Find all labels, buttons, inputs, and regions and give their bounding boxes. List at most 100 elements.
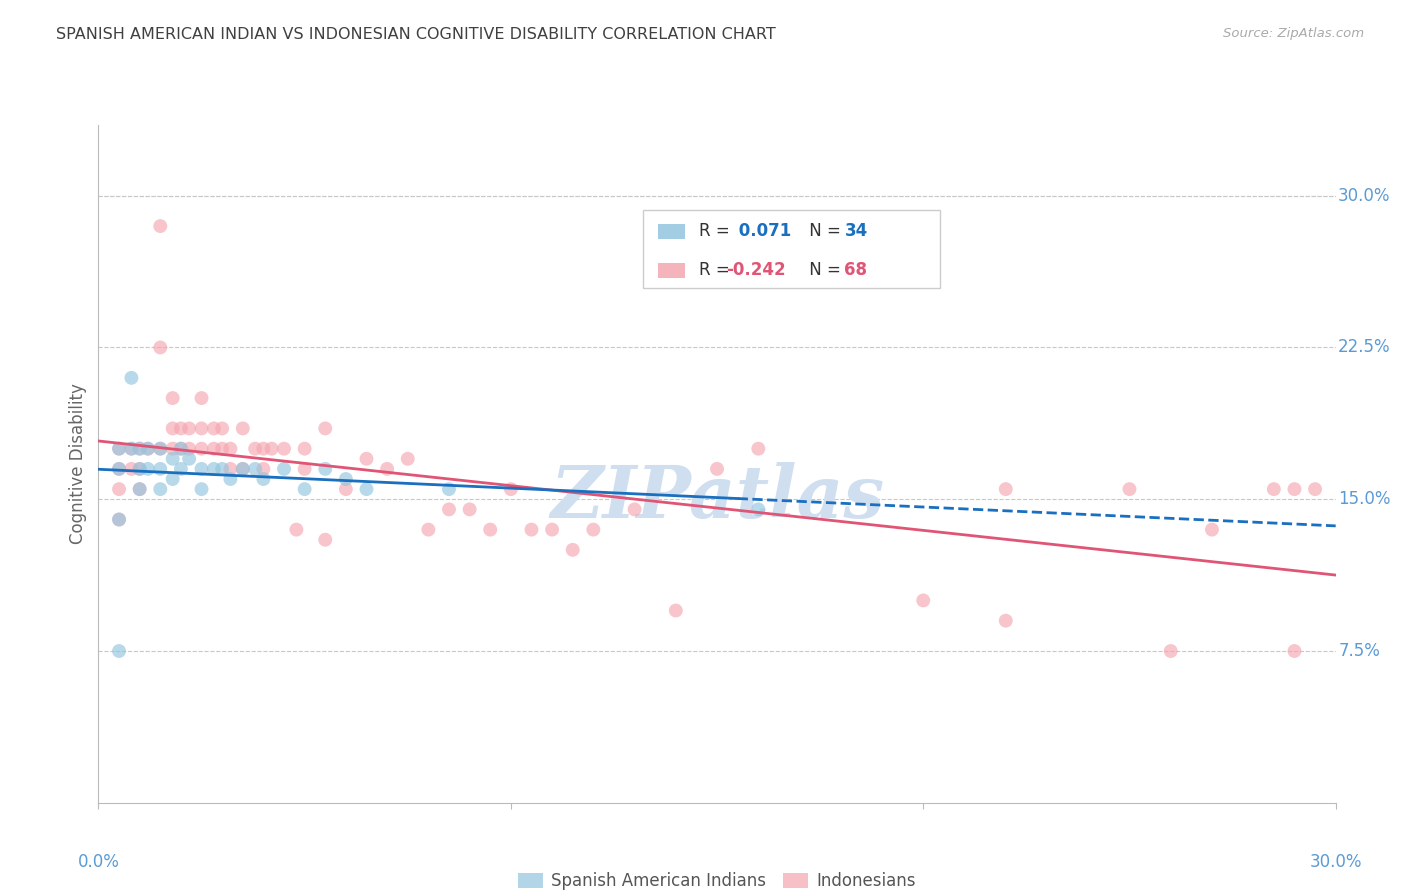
- Point: [162, 442, 184, 456]
- Point: [190, 442, 212, 456]
- Point: [211, 421, 233, 435]
- Point: [108, 462, 131, 476]
- Point: [108, 482, 131, 496]
- Text: 0.071: 0.071: [733, 222, 792, 241]
- Point: [149, 442, 172, 456]
- Point: [252, 472, 274, 486]
- Point: [747, 442, 769, 456]
- Point: [375, 462, 398, 476]
- Text: 34: 34: [845, 222, 868, 241]
- Point: [285, 523, 308, 537]
- Text: R =: R =: [699, 222, 734, 241]
- Point: [128, 442, 150, 456]
- Point: [520, 523, 543, 537]
- Point: [623, 502, 645, 516]
- Point: [232, 462, 254, 476]
- Text: 68: 68: [845, 261, 868, 279]
- Point: [170, 442, 193, 456]
- Point: [108, 442, 131, 456]
- Point: [136, 442, 159, 456]
- Point: [314, 462, 336, 476]
- Point: [190, 462, 212, 476]
- Point: [418, 523, 440, 537]
- Point: [136, 462, 159, 476]
- Point: [479, 523, 502, 537]
- Point: [294, 462, 316, 476]
- Point: [219, 472, 242, 486]
- Text: ZIPatlas: ZIPatlas: [550, 462, 884, 533]
- Point: [108, 512, 131, 526]
- Point: [202, 462, 225, 476]
- Point: [170, 462, 193, 476]
- Point: [232, 462, 254, 476]
- Legend: Spanish American Indians, Indonesians: Spanish American Indians, Indonesians: [512, 865, 922, 892]
- Point: [108, 512, 131, 526]
- Text: SPANISH AMERICAN INDIAN VS INDONESIAN COGNITIVE DISABILITY CORRELATION CHART: SPANISH AMERICAN INDIAN VS INDONESIAN CO…: [56, 27, 776, 42]
- Point: [561, 542, 583, 557]
- Text: 22.5%: 22.5%: [1339, 338, 1391, 357]
- Point: [136, 442, 159, 456]
- Point: [128, 462, 150, 476]
- Point: [252, 462, 274, 476]
- Point: [994, 614, 1017, 628]
- Point: [1160, 644, 1182, 658]
- Point: [162, 451, 184, 466]
- Point: [260, 442, 283, 456]
- Point: [541, 523, 564, 537]
- Point: [120, 462, 142, 476]
- Point: [149, 442, 172, 456]
- Point: [128, 442, 150, 456]
- Point: [149, 482, 172, 496]
- Point: [149, 219, 172, 233]
- Point: [128, 462, 150, 476]
- Text: -0.242: -0.242: [725, 261, 786, 279]
- Point: [314, 421, 336, 435]
- Text: 0.0%: 0.0%: [77, 854, 120, 871]
- Point: [1263, 482, 1285, 496]
- Point: [179, 442, 201, 456]
- Point: [120, 371, 142, 385]
- Point: [458, 502, 481, 516]
- Point: [1303, 482, 1326, 496]
- Point: [108, 644, 131, 658]
- Point: [128, 482, 150, 496]
- Point: [582, 523, 605, 537]
- Point: [437, 502, 460, 516]
- Point: [202, 442, 225, 456]
- Point: [912, 593, 935, 607]
- Text: N =: N =: [804, 222, 846, 241]
- Point: [243, 462, 266, 476]
- Text: 30.0%: 30.0%: [1309, 854, 1362, 871]
- Point: [190, 421, 212, 435]
- Point: [499, 482, 522, 496]
- Point: [747, 502, 769, 516]
- Point: [437, 482, 460, 496]
- Point: [665, 603, 688, 617]
- Point: [994, 482, 1017, 496]
- Bar: [658, 224, 685, 239]
- Point: [1118, 482, 1140, 496]
- Point: [179, 421, 201, 435]
- Point: [356, 451, 378, 466]
- Point: [243, 442, 266, 456]
- Point: [211, 462, 233, 476]
- Text: R =: R =: [699, 261, 734, 279]
- Point: [1284, 644, 1306, 658]
- Point: [190, 482, 212, 496]
- Point: [120, 442, 142, 456]
- Point: [149, 341, 172, 355]
- Point: [273, 462, 295, 476]
- Bar: [643, 210, 939, 287]
- Text: 15.0%: 15.0%: [1339, 491, 1391, 508]
- Point: [162, 421, 184, 435]
- Point: [252, 442, 274, 456]
- Point: [232, 421, 254, 435]
- Point: [179, 451, 201, 466]
- Point: [335, 482, 357, 496]
- Text: Source: ZipAtlas.com: Source: ZipAtlas.com: [1223, 27, 1364, 40]
- Point: [294, 482, 316, 496]
- Point: [108, 462, 131, 476]
- Point: [219, 462, 242, 476]
- Point: [335, 472, 357, 486]
- Point: [108, 442, 131, 456]
